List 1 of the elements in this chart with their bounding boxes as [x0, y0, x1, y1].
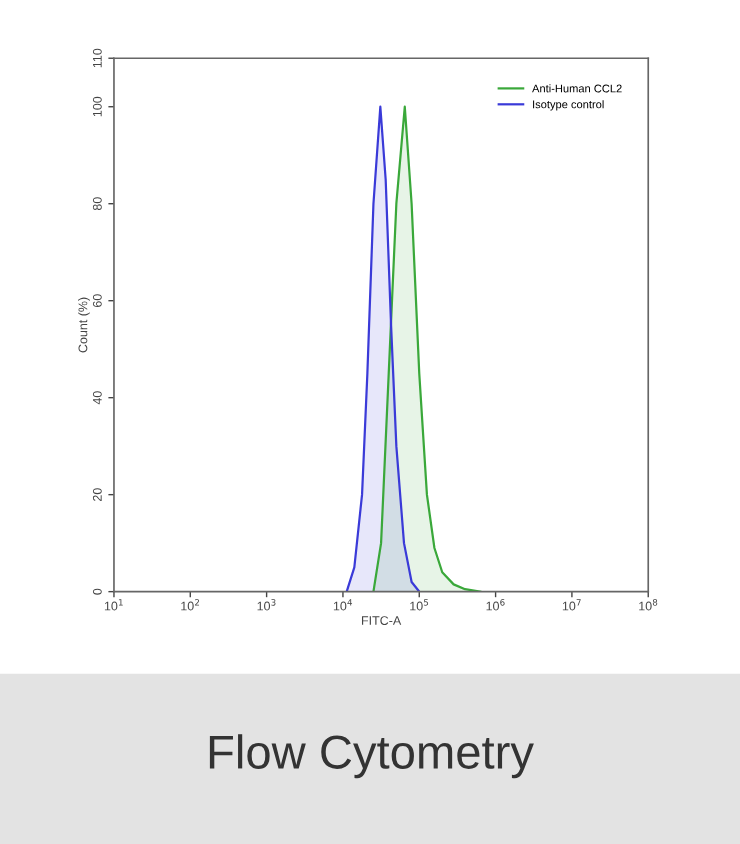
text: Flow Cytometry	[209, 734, 534, 779]
